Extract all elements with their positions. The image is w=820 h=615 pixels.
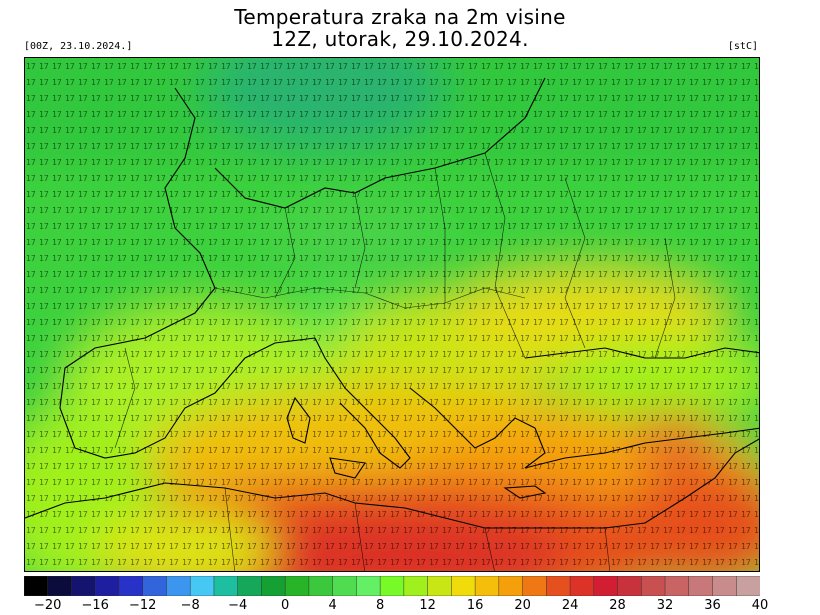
legend-tick-label: 36 xyxy=(704,598,721,613)
legend-swatch xyxy=(593,576,619,596)
legend-tick-label: −12 xyxy=(128,598,157,613)
legend-swatch xyxy=(403,576,429,596)
legend-tick-label: 8 xyxy=(375,598,385,613)
legend-swatch xyxy=(213,576,239,596)
legend-swatch xyxy=(712,576,738,596)
legend-swatch xyxy=(71,576,96,596)
legend-swatch xyxy=(664,576,690,596)
legend-swatch xyxy=(546,576,571,596)
legend-swatch xyxy=(24,576,49,596)
legend-swatch xyxy=(356,576,381,596)
map-title: Temperatura zraka na 2m visine xyxy=(234,5,566,29)
legend-tick-label: 4 xyxy=(328,598,337,613)
legend-swatch xyxy=(261,576,286,596)
legend-swatch xyxy=(736,576,760,596)
temperature-map: 17 xyxy=(24,57,760,572)
legend-swatch xyxy=(166,576,191,596)
legend-swatch xyxy=(237,576,263,596)
legend-tick-label: −4 xyxy=(228,598,248,613)
legend-swatch xyxy=(427,576,453,596)
legend-swatch xyxy=(474,576,500,596)
legend-swatch xyxy=(641,576,666,596)
legend-swatch xyxy=(284,576,310,596)
legend-swatch xyxy=(617,576,643,596)
value-grid xyxy=(25,58,759,571)
legend-swatch xyxy=(379,576,405,596)
legend-swatch xyxy=(451,576,476,596)
map-subtitle: 12Z, utorak, 29.10.2024. xyxy=(271,27,529,51)
legend-tick-label: −16 xyxy=(81,598,109,613)
color-legend xyxy=(24,576,760,596)
legend-tick-label: 24 xyxy=(561,598,579,613)
coastlines xyxy=(25,77,759,529)
legend-swatch xyxy=(142,576,168,596)
temperature-field: 17 xyxy=(25,58,759,571)
run-info-label: [00Z, 23.10.2024.] xyxy=(24,41,133,52)
legend-swatch xyxy=(498,576,524,596)
legend-tick-label: 40 xyxy=(751,598,769,613)
legend-swatch xyxy=(522,576,548,596)
legend-swatch xyxy=(332,576,358,596)
legend-tick-label: 20 xyxy=(514,598,531,613)
legend-swatch xyxy=(189,576,215,596)
legend-tick-label: 28 xyxy=(609,598,626,613)
unit-label: [stC] xyxy=(727,41,758,52)
legend-tick-label: −20 xyxy=(33,598,62,613)
country-borders xyxy=(114,152,676,571)
legend-swatch xyxy=(308,576,334,596)
legend-tick-label: 0 xyxy=(281,598,290,613)
legend-tick-label: 12 xyxy=(419,598,436,613)
legend-tick-label: −8 xyxy=(180,598,200,613)
legend-swatch xyxy=(118,576,144,596)
legend-tick-label: 16 xyxy=(466,598,484,613)
legend-tick-label: 32 xyxy=(656,598,674,613)
legend-swatch xyxy=(569,576,595,596)
legend-swatch xyxy=(47,576,73,596)
legend-swatch xyxy=(688,576,714,596)
legend-swatch xyxy=(94,576,120,596)
